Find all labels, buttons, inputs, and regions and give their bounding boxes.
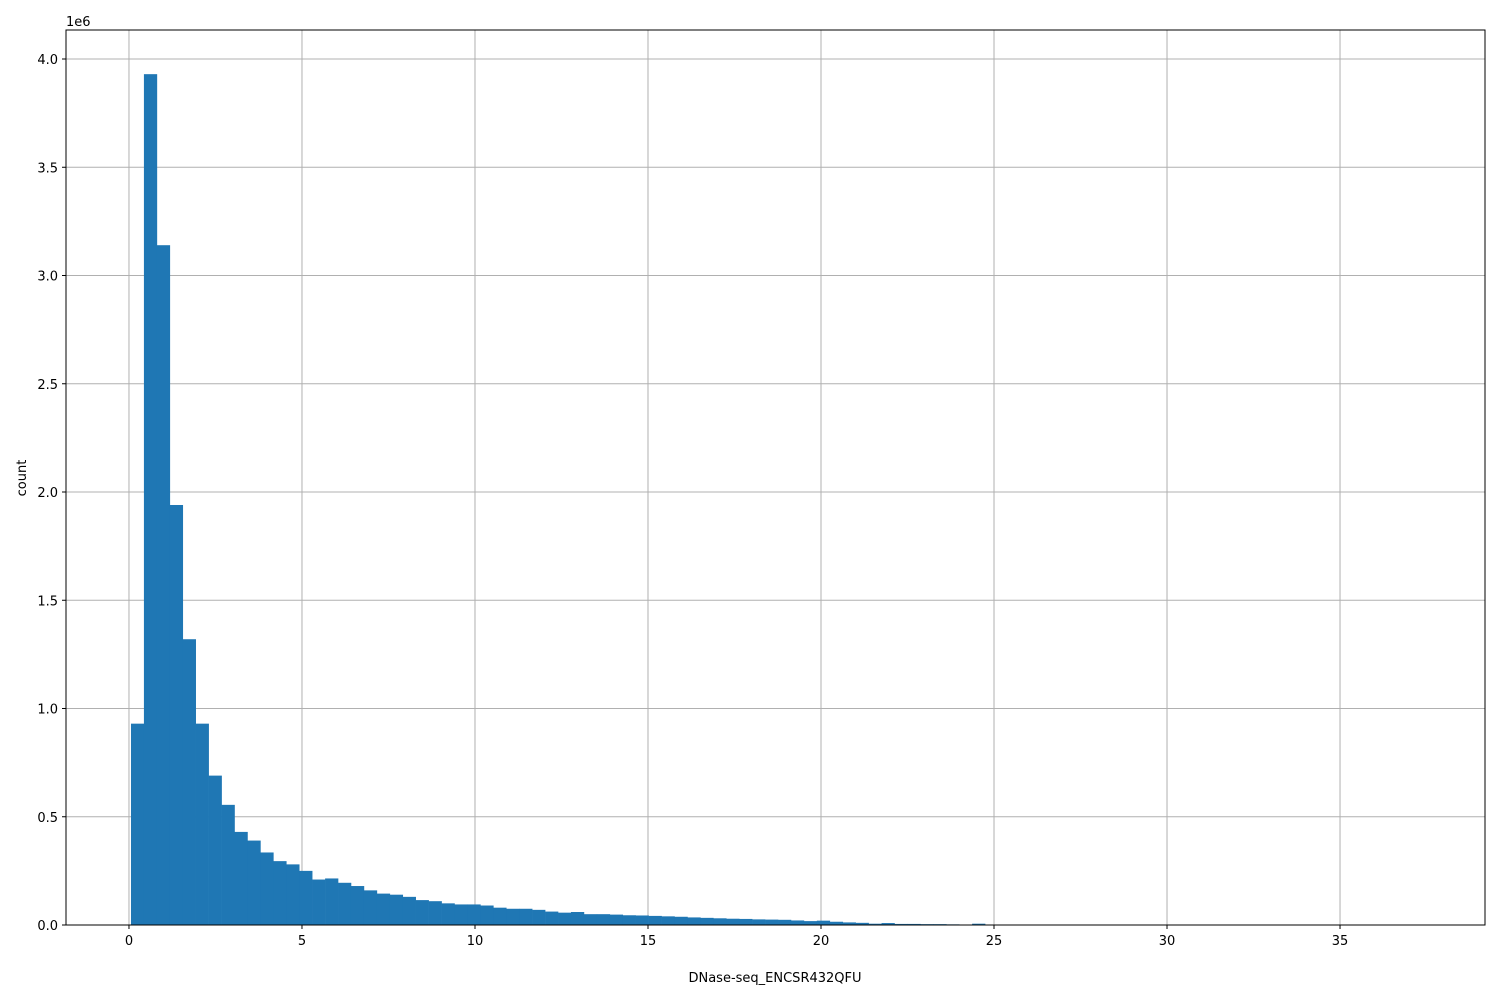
histogram-bar — [907, 923, 921, 925]
histogram-bar — [221, 804, 235, 925]
histogram-bar — [454, 904, 468, 925]
histogram-bar — [713, 918, 727, 925]
histogram-bar — [596, 914, 611, 925]
x-axis-ticks: 0 5 10 15 20 25 30 35 — [125, 925, 1348, 949]
histogram-bar — [700, 917, 714, 925]
histogram-bar — [868, 923, 882, 925]
histogram-bar — [545, 911, 559, 925]
histogram-bar — [674, 916, 688, 925]
y-tick-label: 1.0 — [37, 703, 58, 718]
histogram-bar — [739, 918, 753, 925]
x-tick-label: 15 — [640, 934, 657, 949]
histogram-bar — [506, 908, 520, 925]
histogram-bar — [415, 900, 429, 925]
y-tick-label: 2.5 — [37, 378, 58, 393]
y-axis-label: count — [15, 460, 30, 497]
histogram-bar — [286, 864, 300, 925]
y-tick-label: 1.5 — [37, 594, 58, 609]
histogram-bar — [583, 914, 598, 925]
histogram-bar — [570, 912, 585, 925]
histogram-bar — [558, 912, 572, 925]
histogram-bar — [325, 878, 339, 925]
grid-lines — [66, 30, 1485, 926]
x-tick-label: 0 — [125, 934, 133, 949]
y-tick-label: 3.5 — [37, 161, 58, 176]
histogram-bar — [208, 775, 222, 925]
histogram-bar — [234, 831, 248, 925]
y-tick-label: 2.0 — [37, 486, 58, 501]
histogram-bar — [480, 905, 494, 925]
histogram-bar — [726, 918, 740, 925]
histogram-bar — [687, 917, 701, 925]
histogram-bar — [428, 901, 442, 925]
histogram-bar — [752, 919, 766, 925]
x-tick-label: 10 — [467, 934, 484, 949]
y-axis-ticks: 0.0 0.5 1.0 1.5 2.0 2.5 3.0 3.5 4.0 — [37, 53, 66, 934]
histogram-bar — [972, 923, 986, 925]
x-tick-label: 25 — [986, 934, 1003, 949]
histogram-bar — [273, 861, 287, 925]
y-tick-label: 3.0 — [37, 270, 58, 285]
histogram-bar — [130, 723, 145, 925]
histogram-bar — [881, 923, 895, 925]
histogram-bar — [648, 915, 662, 925]
histogram-bar — [363, 890, 378, 925]
histogram-bar — [803, 921, 818, 925]
histogram-bar — [247, 840, 261, 925]
axes-frame — [65, 29, 1486, 926]
histogram-bar — [635, 915, 649, 925]
histogram-bar — [389, 894, 404, 925]
histogram-bar — [350, 886, 365, 925]
histogram-bar — [441, 903, 455, 925]
histogram-bar — [376, 893, 391, 925]
histogram-bar — [622, 915, 636, 925]
x-tick-label: 35 — [1332, 934, 1349, 949]
histogram-bar — [182, 639, 196, 925]
histogram-bar — [765, 919, 779, 925]
histogram-bar — [312, 879, 326, 925]
histogram-bar — [816, 920, 831, 925]
histogram-bar — [402, 896, 416, 925]
histogram-bar — [661, 916, 675, 925]
y-tick-label: 4.0 — [37, 53, 58, 68]
y-offset-label: 1e6 — [66, 15, 91, 30]
histogram-bar — [894, 923, 908, 925]
histogram-bar — [790, 920, 805, 925]
histogram-bar — [829, 921, 844, 925]
y-tick-label: 0.0 — [37, 919, 58, 934]
histogram-bar — [532, 909, 546, 925]
histogram-bar — [519, 908, 533, 925]
histogram-bar — [169, 504, 184, 925]
x-tick-label: 30 — [1159, 934, 1176, 949]
histogram-bar — [260, 852, 274, 925]
y-tick-label: 0.5 — [37, 811, 58, 826]
histogram-bar — [299, 870, 313, 925]
histogram-bar — [156, 245, 171, 925]
histogram-bar — [195, 723, 209, 925]
x-tick-label: 5 — [298, 934, 306, 949]
histogram-bar — [493, 907, 507, 925]
histogram-bar — [609, 914, 624, 925]
histogram-bar — [338, 882, 352, 925]
histogram-bar — [855, 922, 869, 925]
histogram-bar — [842, 922, 856, 925]
histogram-bar — [143, 74, 158, 925]
histogram-bar — [778, 919, 792, 925]
x-tick-label: 20 — [813, 934, 830, 949]
histogram-bar — [467, 904, 481, 925]
histogram-bars — [130, 74, 1426, 925]
x-axis-label: DNase-seq_ENCSR432QFU — [688, 971, 861, 986]
